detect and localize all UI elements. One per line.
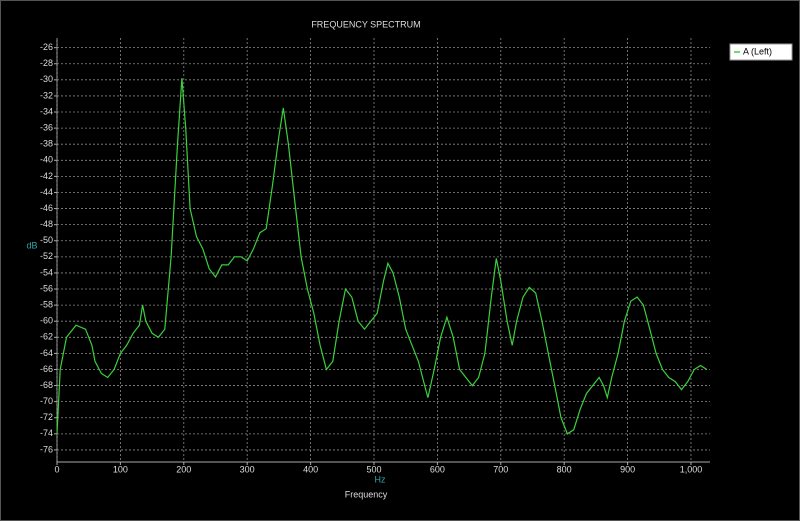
y-tick-label: -70 [40, 396, 53, 406]
y-tick-label: -74 [40, 428, 53, 438]
y-tick-label: -48 [40, 219, 53, 229]
y-tick-label: -56 [40, 283, 53, 293]
y-tick-label: -58 [40, 299, 53, 309]
y-tick-label: -34 [40, 106, 53, 116]
y-tick-label: -68 [40, 380, 53, 390]
y-tick-label: -50 [40, 235, 53, 245]
y-tick-label: -60 [40, 316, 53, 326]
x-tick-label: 1,000 [680, 464, 703, 474]
x-tick-label: 300 [240, 464, 255, 474]
x-axis-unit: Hz [375, 474, 386, 484]
x-axis-title: Frequency [345, 489, 388, 499]
legend-box [729, 43, 793, 61]
y-tick-label: -36 [40, 122, 53, 132]
y-tick-label: -30 [40, 74, 53, 84]
y-tick-label: -66 [40, 364, 53, 374]
y-tick-label: -46 [40, 203, 53, 213]
y-axis-title: dB [26, 240, 37, 250]
y-tick-label: -76 [40, 444, 53, 454]
x-tick-label: 800 [557, 464, 572, 474]
y-tick-label: -54 [40, 267, 53, 277]
y-tick-label: -38 [40, 139, 53, 149]
x-tick-label: 500 [366, 464, 381, 474]
x-tick-label: 700 [493, 464, 508, 474]
y-tick-label: -40 [40, 155, 53, 165]
x-tick-label: 400 [303, 464, 318, 474]
x-tick-label: 200 [176, 464, 191, 474]
x-tick-label: 100 [113, 464, 128, 474]
y-tick-label: -28 [40, 58, 53, 68]
y-tick-label: -64 [40, 348, 53, 358]
x-tick-label: 600 [430, 464, 445, 474]
legend-label: A (Left) [743, 46, 772, 56]
y-tick-label: -52 [40, 251, 53, 261]
spectrum-line [56, 78, 708, 435]
y-tick-label: -32 [40, 90, 53, 100]
y-tick-label: -72 [40, 412, 53, 422]
x-tick-label: 0 [54, 464, 59, 474]
x-tick-label: 900 [620, 464, 635, 474]
y-tick-label: -44 [40, 187, 53, 197]
y-tick-label: -26 [40, 42, 53, 52]
chart-title: FREQUENCY SPECTRUM [311, 19, 420, 29]
y-tick-label: -42 [40, 171, 53, 181]
y-tick-label: -62 [40, 332, 53, 342]
